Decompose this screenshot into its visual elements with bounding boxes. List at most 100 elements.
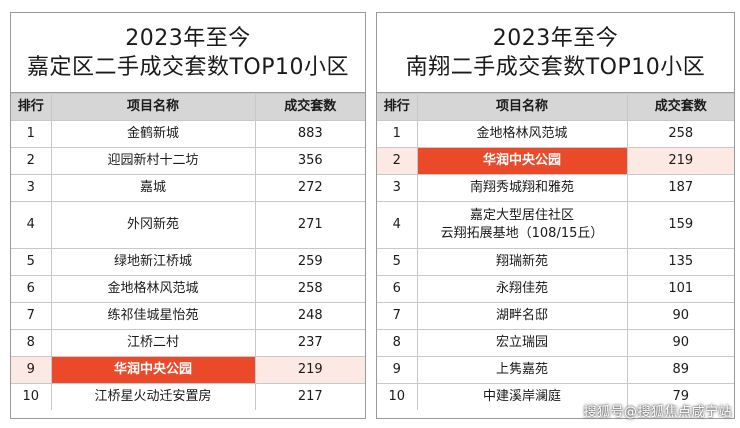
table-row: 10 江桥星火动迁安置房 217 — [11, 383, 365, 410]
count-cell: 219 — [254, 356, 365, 384]
name-cell: 湖畔名邸 — [416, 302, 628, 330]
count-cell: 259 — [254, 248, 365, 276]
table-row: 6 金地格林风范城 258 — [11, 275, 365, 303]
rank-cell: 7 — [377, 302, 418, 330]
name-cell: 翔瑞新苑 — [416, 248, 628, 276]
name-cell: 金地格林风范城 — [50, 275, 256, 303]
header-rank: 排行 — [11, 93, 52, 121]
name-cell-highlighted: 华润中央公园 — [50, 356, 256, 384]
count-cell: 187 — [626, 174, 734, 202]
rank-cell: 3 — [377, 174, 418, 202]
table-row: 8 江桥二村 237 — [11, 329, 365, 357]
table-row: 4 外冈新苑 271 — [11, 201, 365, 249]
count-cell: 79 — [626, 383, 734, 410]
count-cell: 271 — [254, 201, 365, 249]
table-row: 1 金地格林风范城 258 — [377, 120, 734, 148]
count-cell: 248 — [254, 302, 365, 330]
count-cell: 258 — [254, 275, 365, 303]
count-cell: 356 — [254, 147, 365, 175]
name-cell: 迎园新村十二坊 — [50, 147, 256, 175]
table-row: 10 中建溪岸澜庭 79 — [377, 383, 734, 410]
table-header-row: 排行 项目名称 成交套数 — [11, 93, 365, 121]
count-cell: 101 — [626, 275, 734, 303]
count-cell: 272 — [254, 174, 365, 202]
name-cell: 绿地新江桥城 — [50, 248, 256, 276]
table-row: 7 练祁佳城星怡苑 248 — [11, 302, 365, 330]
table-header-row: 排行 项目名称 成交套数 — [377, 93, 734, 121]
right-title-line2: 南翔二手成交套数TOP10小区 — [405, 54, 706, 80]
table-row: 5 绿地新江桥城 259 — [11, 248, 365, 276]
table-row: 5 翔瑞新苑 135 — [377, 248, 734, 276]
header-project-name: 项目名称 — [50, 93, 256, 121]
rank-cell: 6 — [11, 275, 52, 303]
header-rank: 排行 — [377, 93, 418, 121]
left-title: 2023年至今 嘉定区二手成交套数TOP10小区 — [11, 13, 365, 92]
table-row: 2 迎园新村十二坊 356 — [11, 147, 365, 175]
rank-cell: 1 — [377, 120, 418, 148]
left-title-line1: 2023年至今 — [125, 25, 251, 51]
name-cell: 江桥星火动迁安置房 — [50, 383, 256, 410]
header-project-name: 项目名称 — [416, 93, 628, 121]
table-row: 4 嘉定大型居住社区 云翔拓展基地（108/15丘） 159 — [377, 201, 734, 249]
name-cell: 外冈新苑 — [50, 201, 256, 249]
name-line1: 嘉定大型居住社区 — [469, 208, 574, 223]
rank-cell: 2 — [377, 147, 418, 175]
header-deal-count: 成交套数 — [626, 93, 734, 121]
table-row: 8 宏立瑞园 90 — [377, 329, 734, 357]
name-cell-highlighted: 华润中央公园 — [416, 147, 628, 175]
rank-cell: 2 — [11, 147, 52, 175]
name-cell: 永翔佳苑 — [416, 275, 628, 303]
name-cell: 江桥二村 — [50, 329, 256, 357]
rank-cell: 3 — [11, 174, 52, 202]
table-row: 9 上隽嘉苑 89 — [377, 356, 734, 384]
rank-cell: 8 — [11, 329, 52, 357]
table-row: 6 永翔佳苑 101 — [377, 275, 734, 303]
table-row: 1 金鹤新城 883 — [11, 120, 365, 148]
name-cell: 金地格林风范城 — [416, 120, 628, 148]
rank-cell: 6 — [377, 275, 418, 303]
name-cell: 上隽嘉苑 — [416, 356, 628, 384]
name-cell: 金鹤新城 — [50, 120, 256, 148]
count-cell: 219 — [626, 147, 734, 175]
count-cell: 159 — [626, 201, 734, 249]
watermark-text: 搜狐号@搜狐焦点咸宁站 — [583, 405, 732, 420]
name-cell: 嘉定大型居住社区云翔拓展基地（108/15丘） — [416, 201, 628, 249]
table-row-highlighted: 2 华润中央公园 219 — [377, 147, 734, 175]
left-ranking-table: 排行 项目名称 成交套数 1 金鹤新城 883 2 迎园新村十二坊 356 3 嘉城 272… — [11, 93, 365, 410]
name-cell: 中建溪岸澜庭 — [416, 383, 628, 410]
count-cell: 90 — [626, 329, 734, 357]
name-cell: 练祁佳城星怡苑 — [50, 302, 256, 330]
rank-cell: 1 — [11, 120, 52, 148]
rank-cell: 10 — [377, 383, 418, 410]
count-cell: 883 — [254, 120, 365, 148]
name-line2: 云翔拓展基地（108/15丘） — [440, 226, 604, 241]
header-deal-count: 成交套数 — [254, 93, 365, 121]
rank-cell: 7 — [11, 302, 52, 330]
name-cell: 南翔秀城翔和雅苑 — [416, 174, 628, 202]
name-cell: 嘉城 — [50, 174, 256, 202]
count-cell: 135 — [626, 248, 734, 276]
left-title-line2: 嘉定区二手成交套数TOP10小区 — [26, 54, 350, 80]
table-row: 3 嘉城 272 — [11, 174, 365, 202]
rank-cell: 5 — [11, 248, 52, 276]
count-cell: 237 — [254, 329, 365, 357]
right-ranking-panel: 2023年至今 南翔二手成交套数TOP10小区 排行 项目名称 成交套数 1 金地… — [376, 12, 735, 419]
right-title: 2023年至今 南翔二手成交套数TOP10小区 — [377, 13, 734, 92]
rank-cell: 8 — [377, 329, 418, 357]
table-row: 3 南翔秀城翔和雅苑 187 — [377, 174, 734, 202]
count-cell: 90 — [626, 302, 734, 330]
count-cell: 89 — [626, 356, 734, 384]
right-title-line1: 2023年至今 — [492, 25, 619, 51]
count-cell: 258 — [626, 120, 734, 148]
name-cell: 宏立瑞园 — [416, 329, 628, 357]
table-row-highlighted: 9 华润中央公园 219 — [11, 356, 365, 384]
table-row: 7 湖畔名邸 90 — [377, 302, 734, 330]
rank-cell: 9 — [377, 356, 418, 384]
rank-cell: 4 — [11, 201, 52, 249]
rank-cell: 5 — [377, 248, 418, 276]
right-ranking-table: 排行 项目名称 成交套数 1 金地格林风范城 258 2 华润中央公园 219 3 南翔秀… — [377, 93, 734, 410]
rank-cell: 9 — [11, 356, 52, 384]
rank-cell: 4 — [377, 201, 418, 249]
rank-cell: 10 — [11, 383, 52, 410]
